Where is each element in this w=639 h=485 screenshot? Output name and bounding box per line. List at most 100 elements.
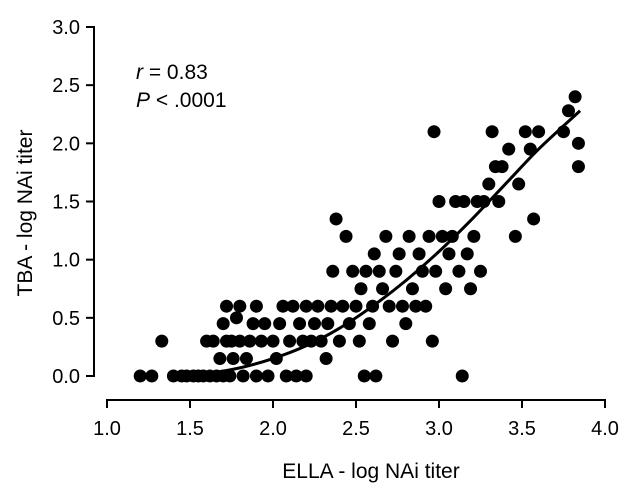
data-point <box>342 317 356 331</box>
data-point <box>332 334 346 348</box>
data-point <box>326 264 340 278</box>
data-point <box>392 247 406 261</box>
data-point <box>233 334 247 348</box>
data-point <box>133 369 147 383</box>
data-point <box>571 136 585 150</box>
data-point <box>286 299 300 313</box>
data-point <box>367 247 381 261</box>
data-point <box>314 334 328 348</box>
data-point <box>289 369 303 383</box>
data-point <box>425 334 439 348</box>
y-tick-label: 0.0 <box>52 366 80 388</box>
data-point <box>474 264 487 278</box>
y-axis-title: TBA - log NAi titer <box>14 130 37 297</box>
data-point <box>455 369 469 383</box>
data-point <box>346 264 360 278</box>
r-symbol: r <box>136 61 144 84</box>
data-point <box>561 104 575 118</box>
x-tick-label: 2.5 <box>342 418 370 440</box>
data-point <box>512 177 526 191</box>
data-point <box>243 334 257 348</box>
data-point <box>359 264 373 278</box>
data-point <box>269 352 283 366</box>
data-point <box>254 334 268 348</box>
data-point <box>308 317 321 331</box>
data-point <box>369 369 383 383</box>
x-tick-label: 1.5 <box>176 418 204 440</box>
data-point <box>233 299 247 313</box>
data-point <box>145 369 159 383</box>
data-point <box>236 369 250 383</box>
data-point <box>432 195 446 208</box>
data-point <box>527 212 541 226</box>
data-point <box>279 369 293 383</box>
data-point <box>482 177 496 191</box>
data-point <box>557 125 570 139</box>
data-point <box>321 317 335 331</box>
data-point <box>571 160 585 174</box>
data-point <box>339 229 353 243</box>
data-point <box>213 352 227 366</box>
data-point <box>258 317 272 331</box>
p-symbol: P <box>136 89 150 112</box>
data-point <box>409 299 423 313</box>
x-tick-label: 3.0 <box>425 418 453 440</box>
x-tick-label: 4.0 <box>591 418 619 440</box>
data-point <box>568 90 582 104</box>
data-point <box>299 299 313 313</box>
data-point <box>412 247 426 261</box>
data-point <box>216 317 230 331</box>
data-point <box>452 264 466 278</box>
y-tick-label: 2.5 <box>52 75 80 97</box>
data-point <box>357 369 371 383</box>
p-value-annotation: P < .0001 <box>136 89 227 112</box>
x-axis: 1.0 1.5 2.0 2.5 3.0 3.5 4.0 <box>93 399 619 440</box>
data-point <box>283 334 297 348</box>
data-point <box>276 299 290 313</box>
data-point <box>492 195 506 208</box>
data-point <box>239 352 253 366</box>
data-points <box>133 90 585 383</box>
data-point <box>467 229 481 243</box>
data-point <box>223 369 237 383</box>
data-point <box>324 299 338 313</box>
data-point <box>422 229 436 243</box>
x-tick-label: 3.5 <box>508 418 536 440</box>
y-tick-label: 2.0 <box>52 133 80 155</box>
data-point <box>518 125 532 139</box>
data-point <box>402 229 416 243</box>
data-point <box>415 264 429 278</box>
x-axis-title: ELLA - log NAi titer <box>282 460 459 483</box>
y-tick-label: 3.0 <box>52 17 80 39</box>
data-point <box>495 160 509 174</box>
data-point <box>311 299 325 313</box>
data-point <box>395 299 409 313</box>
data-point <box>372 264 386 278</box>
data-point <box>435 229 449 243</box>
data-point <box>220 299 234 313</box>
y-tick-label: 0.5 <box>52 308 80 330</box>
data-point <box>206 334 220 348</box>
y-axis: 0.0 0.5 1.0 1.5 2.0 2.5 3.0 <box>52 17 95 388</box>
data-point <box>304 334 318 348</box>
data-point <box>439 282 453 296</box>
data-point <box>477 195 491 208</box>
data-point <box>399 317 413 331</box>
data-point <box>249 369 263 383</box>
data-point <box>319 352 333 366</box>
data-point <box>485 125 499 139</box>
y-tick-label: 1.0 <box>52 250 80 272</box>
data-point <box>523 142 537 156</box>
data-point <box>352 334 366 348</box>
data-point <box>457 195 471 208</box>
r-value: = 0.83 <box>143 61 208 84</box>
correlation-annotation: r = 0.83 <box>136 61 208 84</box>
data-point <box>246 317 260 331</box>
data-point <box>532 125 546 139</box>
data-point <box>229 311 243 325</box>
data-point <box>249 299 263 313</box>
data-point <box>405 282 419 296</box>
data-point <box>155 334 169 348</box>
data-point <box>429 264 443 278</box>
data-point <box>354 282 368 296</box>
